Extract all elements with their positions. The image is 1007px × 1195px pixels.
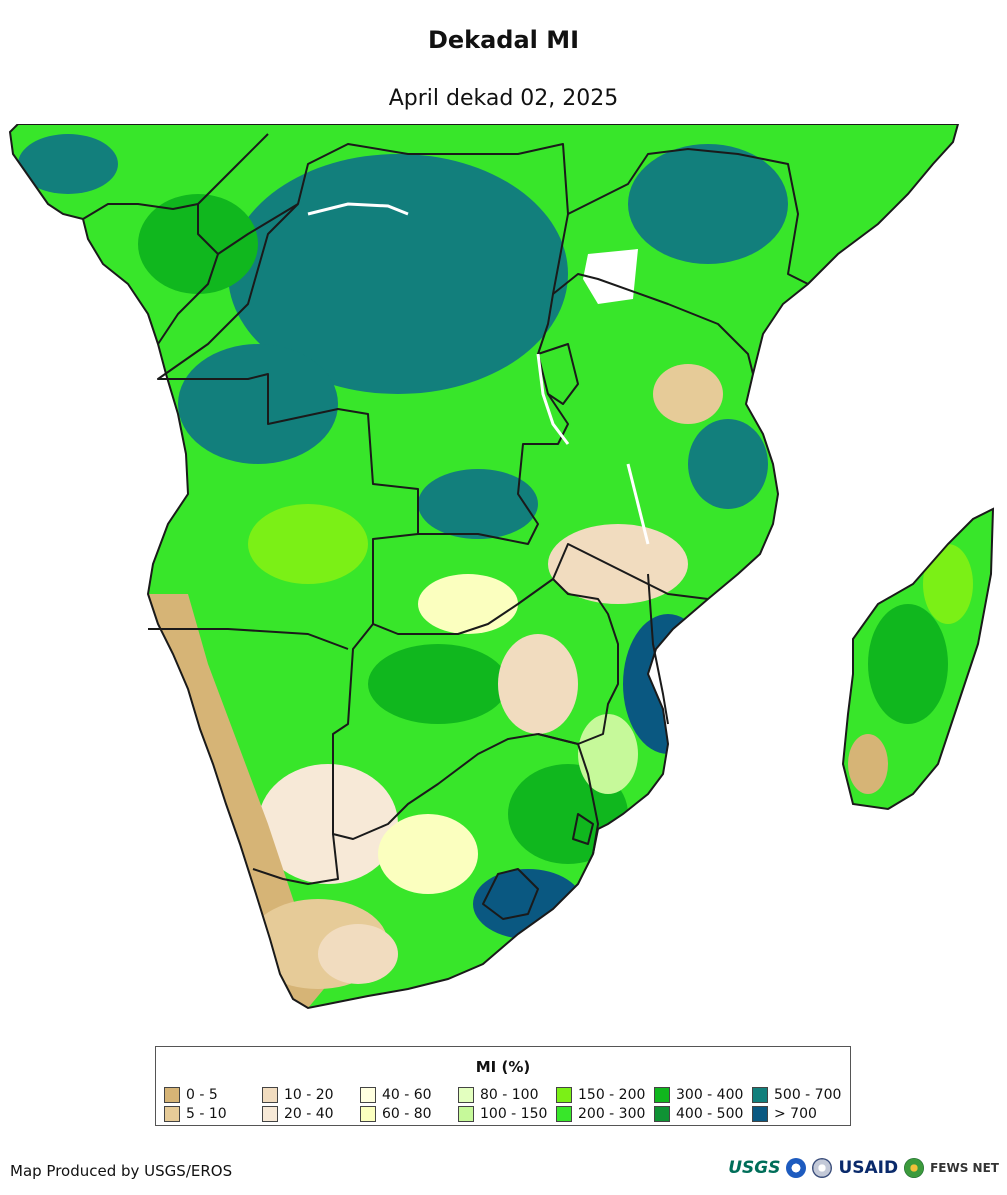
legend-item: 100 - 150: [458, 1104, 556, 1123]
legend-item: 0 - 5: [164, 1085, 262, 1104]
legend-label: 80 - 100: [480, 1086, 539, 1103]
usgs-logo: USGS: [728, 1158, 781, 1178]
legend-swatch: [262, 1086, 278, 1103]
legend-swatch: [164, 1105, 180, 1122]
legend-label: > 700: [774, 1105, 817, 1122]
mi-map: [8, 124, 995, 1010]
legend-swatch: [458, 1086, 474, 1103]
legend-label: 5 - 10: [186, 1105, 227, 1122]
legend-swatch: [556, 1105, 572, 1122]
legend-label: 60 - 80: [382, 1105, 432, 1122]
legend-swatch: [360, 1105, 376, 1122]
legend-item: 500 - 700: [752, 1085, 850, 1104]
legend-label: 300 - 400: [676, 1086, 744, 1103]
legend-item: 400 - 500: [654, 1104, 752, 1123]
fews-globe-icon: [904, 1158, 925, 1178]
usaid-logo: USAID: [838, 1158, 899, 1178]
legend-swatch: [360, 1086, 376, 1103]
legend: MI (%) 0 - 5 5 - 10 10 - 20 20 - 40 40 - 60 6…: [155, 1046, 851, 1126]
legend-label: 400 - 500: [676, 1105, 744, 1122]
map-title: Dekadal MI: [427, 26, 580, 54]
legend-item: 150 - 200: [556, 1085, 654, 1104]
legend-swatch: [654, 1105, 670, 1122]
map-subtitle: April dekad 02, 2025: [388, 86, 619, 111]
legend-item: > 700: [752, 1104, 850, 1123]
legend-grid: 0 - 5 5 - 10 10 - 20 20 - 40 40 - 60 60 - 80 8…: [164, 1085, 850, 1123]
legend-label: 200 - 300: [578, 1105, 646, 1122]
legend-label: 500 - 700: [774, 1086, 842, 1103]
legend-swatch: [262, 1105, 278, 1122]
legend-title: MI (%): [475, 1058, 531, 1076]
fews-net-logo: FEWS NET: [930, 1161, 999, 1175]
legend-item: 5 - 10: [164, 1104, 262, 1123]
legend-label: 0 - 5: [186, 1086, 218, 1103]
legend-swatch: [556, 1086, 572, 1103]
legend-item: 10 - 20: [262, 1085, 360, 1104]
legend-swatch: [654, 1086, 670, 1103]
legend-label: 40 - 60: [382, 1086, 432, 1103]
legend-item: 40 - 60: [360, 1085, 458, 1104]
legend-label: 10 - 20: [284, 1086, 334, 1103]
legend-swatch: [458, 1105, 474, 1122]
usaid-seal-icon: [812, 1158, 833, 1178]
legend-item: 200 - 300: [556, 1104, 654, 1123]
noaa-logo-icon: [786, 1158, 807, 1178]
legend-label: 20 - 40: [284, 1105, 334, 1122]
legend-label: 150 - 200: [578, 1086, 646, 1103]
legend-item: 60 - 80: [360, 1104, 458, 1123]
legend-item: 300 - 400: [654, 1085, 752, 1104]
legend-label: 100 - 150: [480, 1105, 548, 1122]
legend-swatch: [752, 1086, 768, 1103]
legend-item: 20 - 40: [262, 1104, 360, 1123]
legend-swatch: [752, 1105, 768, 1122]
legend-item: 80 - 100: [458, 1085, 556, 1104]
legend-swatch: [164, 1086, 180, 1103]
credit-text: Map Produced by USGS/EROS: [10, 1162, 233, 1180]
agency-logos: USGS USAID FEWS NET: [728, 1158, 999, 1178]
